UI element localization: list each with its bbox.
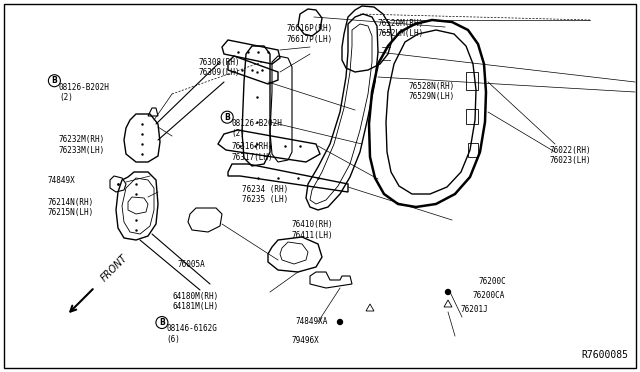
Circle shape xyxy=(337,320,342,324)
Text: FRONT: FRONT xyxy=(99,253,129,283)
Text: 08146-6162G
(6): 08146-6162G (6) xyxy=(166,324,217,344)
Text: 76308(RH)
76309(LH): 76308(RH) 76309(LH) xyxy=(198,58,240,77)
Text: 76200C: 76200C xyxy=(479,277,506,286)
Text: 76528N(RH)
76529N(LH): 76528N(RH) 76529N(LH) xyxy=(408,82,454,101)
Bar xyxy=(466,72,478,90)
Text: 76616P(RH)
76617P(LH): 76616P(RH) 76617P(LH) xyxy=(287,24,333,44)
Text: 74849XA: 74849XA xyxy=(296,317,328,326)
Text: 76316(RH)
76317(LH): 76316(RH) 76317(LH) xyxy=(232,142,273,162)
Bar xyxy=(466,109,478,124)
Text: 76214N(RH)
76215N(LH): 76214N(RH) 76215N(LH) xyxy=(48,198,94,217)
Text: 76520M(RH)
7652LM(LH): 76520M(RH) 7652LM(LH) xyxy=(378,19,424,38)
Text: 79496X: 79496X xyxy=(291,336,319,344)
Text: 76201J: 76201J xyxy=(461,305,488,314)
Text: R7600085: R7600085 xyxy=(581,350,628,360)
Text: 76022(RH)
76023(LH): 76022(RH) 76023(LH) xyxy=(549,146,591,165)
Text: 08126-B202H
(2): 08126-B202H (2) xyxy=(59,83,109,102)
Text: 64180M(RH)
64181M(LH): 64180M(RH) 64181M(LH) xyxy=(173,292,219,311)
Text: B: B xyxy=(52,76,57,85)
Text: 76410(RH)
76411(LH): 76410(RH) 76411(LH) xyxy=(291,220,333,240)
Text: B: B xyxy=(225,113,230,122)
Bar xyxy=(468,143,478,157)
Text: 08126-B202H
(2): 08126-B202H (2) xyxy=(232,119,282,138)
Text: 76005A: 76005A xyxy=(178,260,205,269)
Text: 76234 (RH)
76235 (LH): 76234 (RH) 76235 (LH) xyxy=(242,185,288,204)
Text: 76200CA: 76200CA xyxy=(472,291,505,300)
Text: 76232M(RH)
76233M(LH): 76232M(RH) 76233M(LH) xyxy=(59,135,105,155)
Text: B: B xyxy=(159,318,164,327)
Text: 74849X: 74849X xyxy=(48,176,76,185)
Circle shape xyxy=(445,289,451,295)
